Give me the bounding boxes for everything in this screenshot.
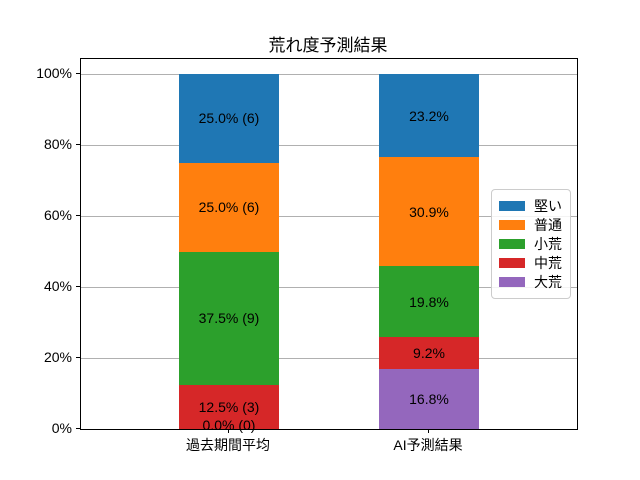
bar-segment-普通 [379,156,479,267]
legend-label: 小荒 [534,235,562,252]
segment-label: 9.2% [413,345,445,362]
legend-entry: 大荒 [499,273,562,292]
segment-label: 19.8% [409,293,449,310]
segment-label: 30.9% [409,203,449,220]
chart-title: 荒れ度予測結果 [268,36,388,55]
bar-segment-小荒 [179,251,279,385]
x-axis-tick [428,429,429,433]
y-tick-label: 0% [51,420,72,436]
legend-label: 中荒 [534,255,562,272]
bar-segment-堅い [379,74,479,157]
x-axis-tick [228,429,229,433]
segment-label: 25.0% (6) [198,199,260,216]
gridline [81,145,577,146]
y-axis-tick [76,428,80,429]
gridline [81,216,577,217]
legend: 堅い普通小荒中荒大荒 [491,189,571,299]
legend-label: 普通 [534,216,562,233]
y-axis-tick [76,286,80,287]
legend-swatch-icon [499,277,525,288]
y-axis-tick [76,73,80,74]
y-tick-label: 100% [36,65,72,81]
legend-label: 大荒 [534,274,562,291]
x-tick-label: 過去期間平均 [186,437,270,453]
bar-segment-普通 [179,162,279,252]
legend-entry: 堅い [499,196,562,215]
legend-label: 堅い [534,197,562,214]
bar-segment-堅い [179,74,279,163]
y-axis-tick [76,215,80,216]
gridline [81,74,577,75]
segment-label: 37.5% (9) [198,310,260,327]
segment-label: 0.0% (0) [202,417,256,433]
legend-entry: 小荒 [499,234,562,253]
bar-segment-中荒 [379,336,479,370]
x-tick-label: AI予測結果 [393,437,463,453]
y-axis-tick [76,357,80,358]
gridline [81,287,577,288]
y-tick-label: 80% [43,136,72,152]
segment-label: 23.2% [409,107,449,124]
bar-segment-小荒 [379,266,479,337]
legend-swatch-icon [499,219,525,230]
gridline [81,358,577,359]
y-axis-tick [76,144,80,145]
legend-swatch-icon [499,258,525,269]
bar-segment-大荒 [379,369,479,429]
segment-label: 25.0% (6) [198,110,260,127]
y-tick-label: 20% [43,349,72,365]
bar-segment-中荒 [179,384,279,429]
legend-swatch-icon [499,238,525,249]
segment-label: 12.5% (3) [198,398,260,415]
legend-entry: 中荒 [499,254,562,273]
legend-swatch-icon [499,200,525,211]
y-tick-label: 40% [43,278,72,294]
segment-label: 16.8% [409,391,449,408]
legend-entry: 普通 [499,215,562,234]
y-tick-label: 60% [43,207,72,223]
